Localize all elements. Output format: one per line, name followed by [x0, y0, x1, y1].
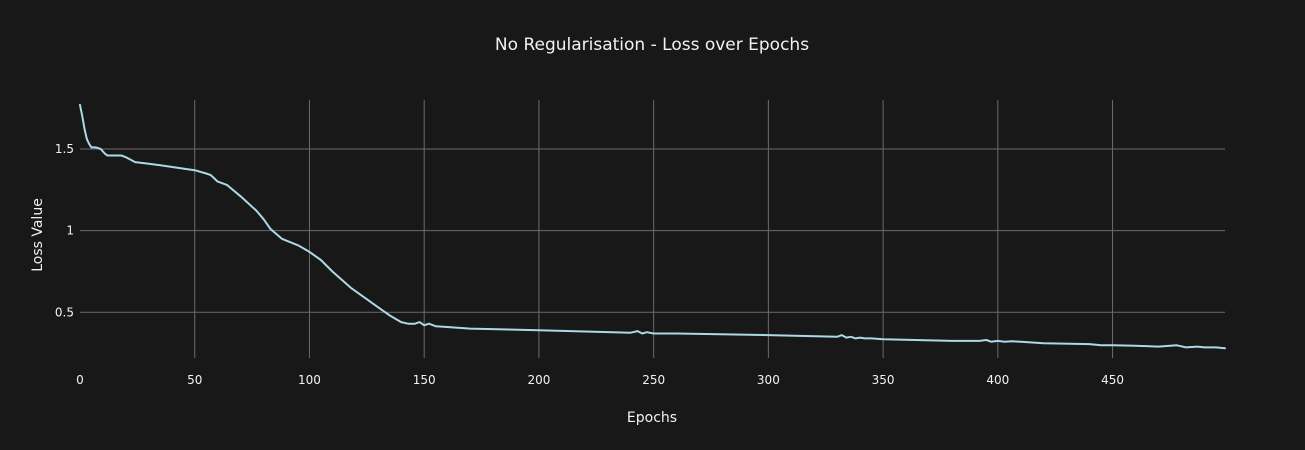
y-axis-title: Loss Value	[30, 198, 46, 272]
y-tick-label: 0.5	[55, 305, 74, 319]
y-tick-label: 1	[66, 224, 74, 238]
x-axis-title: Epochs	[627, 410, 677, 426]
y-tick-label: 1.5	[55, 142, 74, 156]
x-tick-labels: 0 50 100 150 200 250 300 350 400 450	[76, 373, 1124, 387]
x-tick-label: 250	[642, 373, 665, 387]
y-tick-labels: 0.5 1 1.5	[55, 142, 74, 319]
x-tick-label: 0	[76, 373, 84, 387]
x-tick-label: 450	[1101, 373, 1124, 387]
chart-title: No Regularisation - Loss over Epochs	[495, 35, 809, 55]
x-tick-label: 400	[986, 373, 1009, 387]
x-gridlines	[194, 100, 1114, 358]
x-tick-label: 150	[413, 373, 436, 387]
x-tick-label: 300	[757, 373, 780, 387]
x-tick-label: 350	[872, 373, 895, 387]
x-tick-label: 50	[187, 373, 202, 387]
y-gridlines	[80, 148, 1225, 313]
loss-series-line	[79, 103, 1226, 350]
x-tick-label: 100	[298, 373, 321, 387]
series-layer	[79, 103, 1226, 350]
x-tick-label: 200	[527, 373, 550, 387]
